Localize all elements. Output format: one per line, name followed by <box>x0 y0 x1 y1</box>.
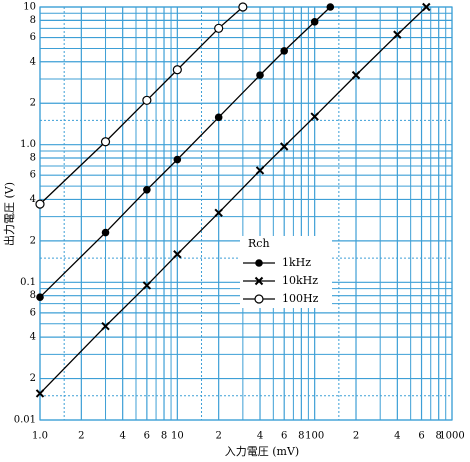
legend-label: 10kHz <box>282 274 318 287</box>
x-tick-label: 8 <box>161 431 167 442</box>
y-tick-label: 8 <box>30 15 36 26</box>
legend-marker <box>254 276 264 286</box>
legend-marker <box>254 294 264 304</box>
y-tick-label: 6 <box>30 32 36 43</box>
x-tick-label: 8 <box>436 431 442 442</box>
marker <box>101 322 110 331</box>
x-tick-label: 6 <box>281 431 287 442</box>
marker <box>173 155 182 164</box>
series-line <box>39 6 244 205</box>
y-tick-label: 1.0 <box>20 139 36 150</box>
x-tick-label: 4 <box>257 431 263 442</box>
marker <box>142 95 152 105</box>
x-tick-label: 10 <box>171 431 184 442</box>
marker <box>238 2 248 12</box>
x-tick-label: 100 <box>305 431 324 442</box>
marker <box>255 166 265 175</box>
legend-label: 100Hz <box>282 292 319 305</box>
marker <box>310 112 319 121</box>
marker <box>393 30 402 39</box>
x-tick-label: 4 <box>119 431 125 442</box>
marker <box>279 142 289 151</box>
marker <box>100 137 111 147</box>
y-tick-label: 6 <box>30 307 36 318</box>
marker <box>35 199 45 209</box>
y-tick-label: 2 <box>30 98 36 109</box>
series-line <box>39 6 427 394</box>
y-tick-label: 4 <box>30 56 36 67</box>
y-tick-label: 0.1 <box>20 277 36 288</box>
marker <box>35 389 45 398</box>
marker <box>173 250 182 259</box>
y-tick-label: 4 <box>30 194 36 205</box>
y-tick-label: 2 <box>30 235 36 246</box>
x-tick-label: 1000 <box>439 431 464 442</box>
marker <box>326 3 335 11</box>
y-tick-label: 10 <box>23 2 36 13</box>
legend-title: Rch <box>248 237 270 250</box>
marker <box>256 71 264 79</box>
y-tick-label: 0.01 <box>14 415 36 426</box>
x-tick-label: 6 <box>144 431 150 442</box>
y-tick-label: 6 <box>30 170 36 181</box>
legend-box <box>240 236 332 308</box>
legend-marker <box>255 259 263 267</box>
legend-label: 1kHz <box>282 256 311 269</box>
marker <box>280 47 288 55</box>
x-tick-label: 1.0 <box>32 431 48 442</box>
marker <box>36 293 44 301</box>
x-tick-label: 6 <box>418 431 424 442</box>
x-tick-label: 2 <box>353 431 359 442</box>
marker <box>101 228 110 237</box>
x-tick-label: 2 <box>78 431 84 442</box>
marker <box>351 70 361 80</box>
x-tick-label: 2 <box>215 431 221 442</box>
marker <box>310 18 319 26</box>
y-tick-label: 2 <box>30 373 36 384</box>
plot-frame <box>39 6 453 421</box>
marker <box>214 208 223 217</box>
marker <box>214 113 223 122</box>
marker <box>142 281 152 290</box>
marker <box>172 65 182 75</box>
y-tick-label: 4 <box>30 332 36 343</box>
marker <box>143 186 151 194</box>
y-tick-label: 8 <box>30 153 36 164</box>
y-tick-label: 8 <box>30 290 36 301</box>
y-axis-title: 出力電圧 (V) <box>2 182 16 246</box>
marker <box>214 23 224 33</box>
x-axis-title: 入力電圧 (mV) <box>225 445 299 458</box>
marker <box>422 2 431 12</box>
x-tick-label: 8 <box>298 431 304 442</box>
x-tick-label: 4 <box>394 431 400 442</box>
